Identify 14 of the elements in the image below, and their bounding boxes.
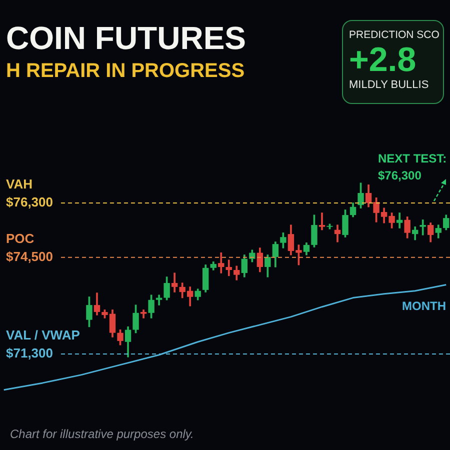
annotation: MILDLY BULLIS (349, 79, 430, 91)
ref-line-label: POC $74,500 (6, 230, 53, 264)
candlestick (318, 212, 326, 230)
candlestick (156, 294, 162, 306)
ref-line-label: VAL / VWAP $71,300 (6, 328, 80, 361)
text: COIN FUTURES (6, 20, 246, 57)
annotation: Chart for illustrative purposes only. (10, 427, 194, 441)
candlestick (420, 220, 426, 236)
annotation: +2.8 (349, 41, 418, 79)
annotation: NEXT TEST: $76,300 (378, 151, 447, 182)
series-label: MONTH (402, 299, 446, 314)
text: H REPAIR IN PROGRESS (6, 60, 245, 83)
ref-line-label: VAH $76,300 (6, 176, 53, 210)
annotation: PREDICTION SCO (349, 29, 440, 41)
